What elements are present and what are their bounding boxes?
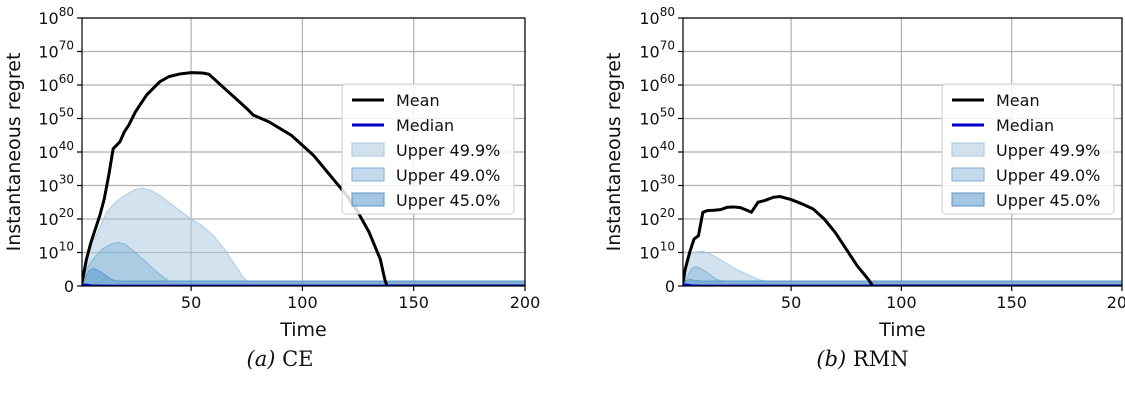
x-tick-label: 200 (510, 293, 541, 312)
y-tick-label: 1030 (38, 173, 74, 196)
area-upper-45-0- (683, 278, 1122, 286)
legend-label: Upper 45.0% (996, 191, 1100, 210)
x-tick-label: 100 (287, 293, 318, 312)
caption-b-text: RMN (852, 347, 909, 371)
y-tick-label: 1010 (639, 240, 675, 263)
legend-swatch (351, 192, 385, 207)
legend-label: Upper 49.9% (996, 141, 1100, 160)
caption-b-letter: (b) (816, 347, 847, 371)
caption-a-text: CE (282, 347, 314, 371)
legend-label: Median (996, 116, 1054, 135)
x-axis-label: Time (279, 319, 327, 341)
area-upper-45-0- (82, 268, 525, 286)
x-tick-label: 50 (181, 293, 201, 312)
y-tick-label: 1030 (639, 173, 675, 196)
y-tick-label: 1060 (38, 72, 74, 95)
y-tick-label: 1010 (38, 240, 74, 263)
legend-label: Upper 49.0% (996, 166, 1100, 185)
legend: Mean Median Upper 49.9% Upper 49.0% Upper 45… (941, 83, 1115, 215)
area-upper-49-9- (82, 187, 525, 286)
y-tick-label: 1050 (639, 106, 675, 129)
legend-box (941, 83, 1115, 215)
chart-b: 50 100 150 200 0 1010 1020 1030 1040 1050 1060 1070… (603, 5, 1125, 341)
y-tick-label: 1050 (38, 106, 74, 129)
y-tick-label: 1020 (639, 206, 675, 229)
legend-swatch (951, 167, 985, 182)
y-tick-label: 1040 (639, 139, 675, 162)
legend-label: Upper 49.0% (396, 166, 500, 185)
caption-b: (b) RMN (600, 347, 1125, 371)
chart-panel-a: 50 100 150 200 0 1010 1020 1030 1040 1050 1060 1070… (0, 0, 560, 393)
x-tick-label: 50 (781, 293, 801, 312)
x-tick-label: 100 (886, 293, 917, 312)
legend-swatch (951, 192, 985, 207)
caption-a: (a) CE (0, 347, 560, 371)
legend-label: Median (396, 116, 454, 135)
y-tick-label: 1070 (639, 39, 675, 62)
y-tick-label: 1060 (639, 72, 675, 95)
y-tick-label: 1080 (38, 5, 74, 28)
y-tick-label: 1070 (38, 39, 74, 62)
legend-label: Mean (396, 91, 440, 110)
caption-a-letter: (a) (246, 347, 276, 371)
line-mean (683, 195, 1122, 286)
y-axis-label: Instantaneous regret (603, 53, 625, 252)
y-tick-label: 0 (64, 277, 74, 296)
y-axis-label: Instantaneous regret (3, 53, 25, 252)
legend-swatch (351, 142, 385, 157)
legend-box (341, 83, 515, 215)
x-tick-label: 150 (398, 293, 429, 312)
x-axis-label: Time (878, 319, 926, 341)
x-tick-label: 200 (1107, 293, 1125, 312)
chart-a: 50 100 150 200 0 1010 1020 1030 1040 1050 1060 1070… (3, 5, 541, 341)
legend-label: Upper 49.9% (396, 141, 500, 160)
y-tick-label: 1040 (38, 139, 74, 162)
y-tick-label: 1020 (38, 206, 74, 229)
line-mean (82, 71, 525, 286)
y-tick-label: 1080 (639, 5, 675, 28)
legend: Mean Median Upper 49.9% Upper 49.0% Upper 45… (341, 83, 515, 215)
legend-swatch (951, 142, 985, 157)
legend-label: Upper 45.0% (396, 191, 500, 210)
x-tick-label: 150 (996, 293, 1027, 312)
y-tick-label: 0 (665, 277, 675, 296)
legend-swatch (351, 167, 385, 182)
chart-panel-b: 50 100 150 200 0 1010 1020 1030 1040 1050 1060 1070… (600, 0, 1125, 393)
legend-label: Mean (996, 91, 1040, 110)
